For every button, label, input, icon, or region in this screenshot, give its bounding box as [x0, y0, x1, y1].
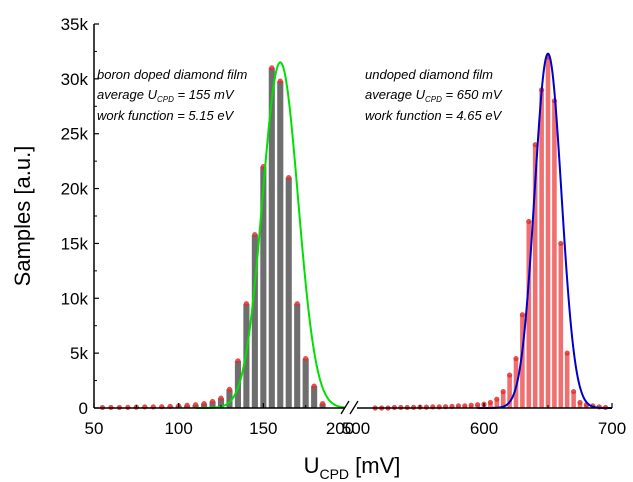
x-axis-title: UCPD [mV] [304, 453, 401, 482]
bar-marker-series-0-24 [303, 356, 309, 362]
boron-annotation: boron doped diamond film average UCPD = … [97, 67, 247, 123]
x-tick-label-0-2: 150 [249, 419, 277, 438]
y-tick-label-1: 5k [70, 344, 88, 363]
bar-series-0-19 [260, 166, 267, 408]
bar-marker-series-0-16 [235, 358, 241, 364]
bar-series-0-13 [209, 401, 216, 408]
bar-series-0-14 [217, 398, 225, 408]
bar-series-1-30 [564, 353, 570, 408]
y-tick-label-5: 25k [61, 125, 89, 144]
bar-marker-series-0-21 [277, 78, 283, 84]
x-tick-label-1-2: 700 [598, 419, 626, 438]
x-ticks-group: 50 100 150 500 600 700 200 [85, 403, 626, 438]
bar-series-1-20 [500, 391, 506, 408]
bar-marker-series-0-20 [269, 65, 275, 71]
boron-annotation-work-function: work function = 5.15 eV [97, 108, 235, 123]
bar-series-1-32 [577, 402, 583, 408]
x-tick-label-1-1: 600 [470, 419, 498, 438]
y-tick-label-2: 10k [61, 289, 89, 308]
y-tick-label-6: 30k [61, 70, 89, 89]
x-tick-label-break: 200 [326, 419, 354, 438]
bar-series-0-18 [251, 234, 258, 408]
y-tick-label-0: 0 [79, 399, 88, 418]
bar-marker-series-0-22 [286, 175, 292, 181]
bar-series-1-24 [526, 221, 532, 408]
undoped-annotation-average: average UCPD = 650 mV [365, 87, 503, 104]
bar-series-1-19 [494, 399, 500, 408]
bar-series-0-23 [294, 303, 301, 408]
bar-marker-series-0-11 [193, 402, 199, 408]
bar-marker-series-0-15 [226, 386, 233, 392]
bar-series-0-25 [311, 386, 318, 408]
bar-marker-series-0-25 [311, 383, 317, 389]
bar-marker-series-0-26 [320, 401, 326, 407]
bar-marker-series-0-10 [184, 402, 190, 408]
bar-series-1-29 [558, 243, 564, 408]
bar-marker-series-1-24 [526, 218, 532, 225]
bar-marker-series-1-16 [475, 402, 481, 408]
bar-marker-series-1-23 [519, 312, 526, 318]
y-ticks-group: 0 5k 10k 15k 20k 25k 30k 35k [61, 15, 99, 418]
undoped-annotation-work-function: work function = 4.65 eV [365, 108, 503, 123]
bar-marker-series-1-19 [494, 396, 500, 402]
bar-series-0-20 [268, 67, 275, 408]
bar-marker-series-1-20 [500, 388, 506, 395]
bar-marker-series-1-8 [423, 404, 429, 410]
bar-marker-series-1-14 [462, 403, 468, 409]
bar-series-1-18 [488, 402, 493, 408]
undoped-annotation-title: undoped diamond film [365, 67, 493, 82]
y-tick-label-3: 15k [61, 234, 89, 253]
bar-marker-series-1-13 [455, 403, 461, 409]
x-tick-label-1-0: 500 [342, 419, 370, 438]
y-axis-title: Samples [a.u.] [10, 146, 35, 287]
bar-marker-series-0-23 [294, 301, 300, 307]
axis-break-marker [340, 400, 359, 415]
bar-marker-series-1-31 [571, 388, 577, 395]
bar-marker-series-0-18 [252, 232, 258, 238]
boron-annotation-title: boron doped diamond film [97, 67, 247, 82]
bar-series-1-25 [532, 144, 538, 408]
y-tick-label-7: 35k [61, 15, 89, 34]
bar-marker-series-1-21 [507, 372, 513, 378]
x-tick-label-0-0: 50 [85, 419, 104, 438]
bar-series-1-23 [520, 314, 525, 408]
bar-marker-series-1-29 [558, 240, 564, 247]
bar-series-0-15 [226, 389, 233, 408]
bar-marker-series-1-25 [532, 142, 538, 148]
bar-series-0-24 [302, 358, 309, 408]
bar-marker-series-0-14 [218, 395, 224, 401]
bar-marker-series-1-22 [513, 356, 519, 362]
bar-series-1-31 [571, 391, 576, 408]
bar-series-1-27 [545, 56, 551, 408]
bar-marker-series-1-18 [487, 399, 493, 406]
undoped-annotation: undoped diamond film average UCPD = 650 … [365, 67, 503, 123]
bar-marker-series-0-13 [209, 398, 216, 405]
bar-series-0-21 [277, 81, 284, 409]
boron-annotation-average: average UCPD = 155 mV [97, 87, 235, 104]
y-tick-label-4: 20k [61, 180, 89, 199]
bar-series-0-22 [285, 177, 292, 408]
bar-marker-series-1-30 [564, 350, 570, 356]
bar-series-1-26 [539, 89, 544, 408]
bar-marker-series-0-17 [243, 301, 249, 307]
bar-series-1-28 [552, 100, 557, 409]
bar-marker-series-0-12 [201, 401, 207, 407]
bar-series-1-21 [507, 375, 512, 408]
bar-marker-series-1-15 [468, 402, 474, 408]
bar-marker-series-1-32 [577, 399, 583, 406]
bar-series-0-16 [234, 360, 241, 408]
x-tick-label-0-1: 100 [164, 419, 192, 438]
